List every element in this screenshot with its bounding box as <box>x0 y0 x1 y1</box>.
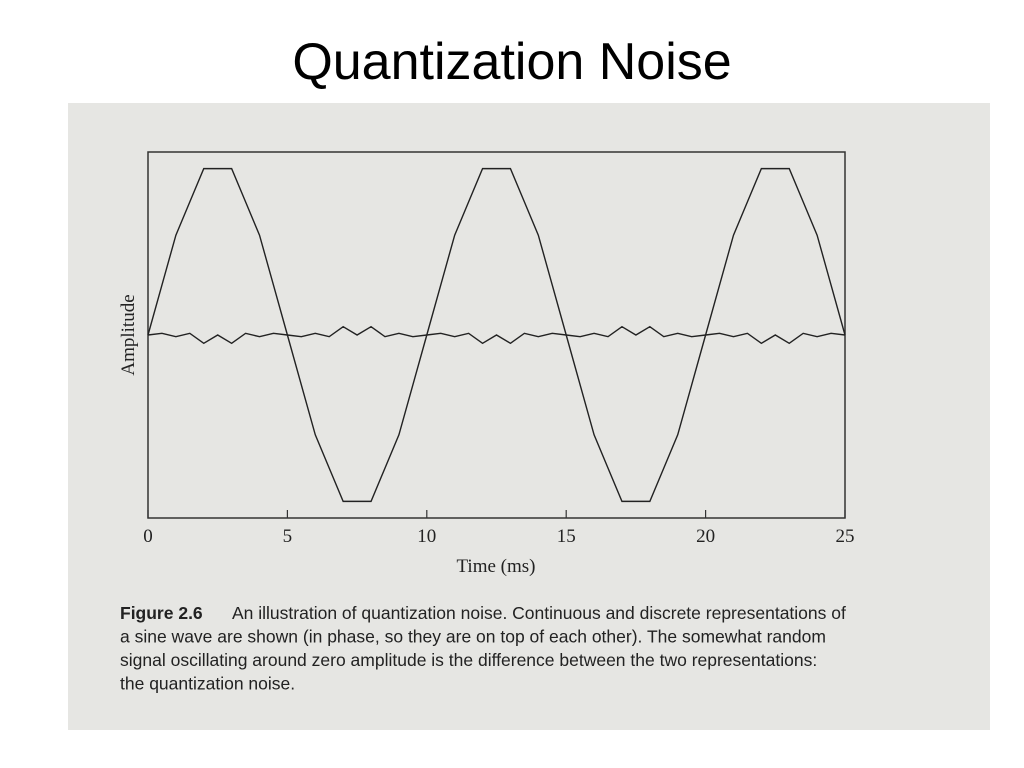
scanned-page <box>68 103 990 730</box>
slide-title: Quantization Noise <box>292 33 732 91</box>
y-axis-label: Amplitude <box>118 294 139 375</box>
x-tick-label: 20 <box>696 526 715 547</box>
x-tick-label: 0 <box>143 526 153 547</box>
caption-line: An illustration of quantization noise. C… <box>232 603 846 623</box>
x-tick-label: 5 <box>283 526 293 547</box>
caption-line: the quantization noise. <box>120 674 295 694</box>
x-tick-label: 10 <box>417 526 436 547</box>
x-axis-label: Time (ms) <box>456 556 535 577</box>
caption-line: signal oscillating around zero amplitude… <box>120 650 817 670</box>
x-tick-label: 25 <box>836 526 855 547</box>
data-line <box>147 325 846 345</box>
x-tick-label: 15 <box>557 526 576 547</box>
data-line <box>147 167 846 503</box>
caption-line: a sine wave are shown (in phase, so they… <box>120 627 826 647</box>
caption-label: Figure 2.6 <box>120 603 203 623</box>
